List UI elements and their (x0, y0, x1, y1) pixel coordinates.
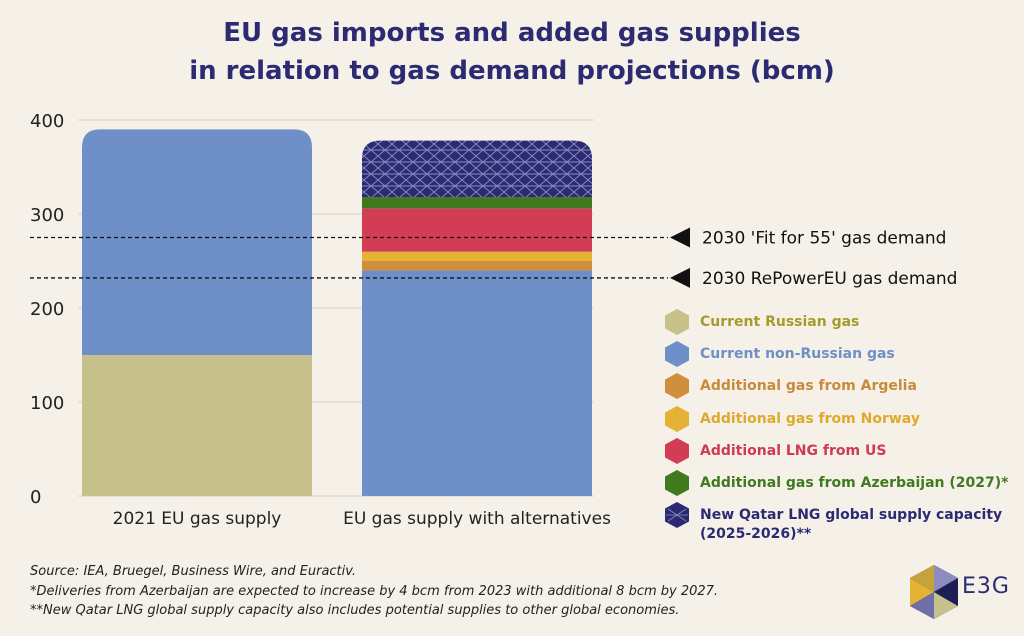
legend-label-2: Additional gas from Argelia (700, 378, 917, 395)
reference-arrow-icon-1 (670, 267, 690, 288)
legend-hex-icon-3 (665, 405, 689, 432)
source-text: Source: IEA, Bruegel, Business Wire, and… (30, 564, 357, 579)
legend-hex-icon-5 (665, 469, 689, 496)
x-axis-labels: 2021 EU gas supply EU gas supply with alt… (113, 509, 611, 529)
legend-item-2: Additional gas from Argelia (664, 370, 1014, 402)
y-tick-label-4: 400 (30, 111, 64, 132)
reference-arrow-icon-0 (670, 227, 690, 248)
legend-hex-icon-4 (665, 437, 689, 464)
chart-title-line-2: in relation to gas demand projections (b… (189, 56, 835, 86)
legend-label-6-line-1: New Qatar LNG global supply capacity (700, 507, 1003, 524)
legend-item-6: New Qatar LNG global supply capacity (202… (664, 499, 1014, 542)
bar-1-segment-5 (362, 197, 592, 209)
legend-label-1: Current non-Russian gas (700, 346, 895, 363)
bar-1-segment-3 (362, 251, 592, 261)
x-axis-label-0: 2021 EU gas supply (113, 509, 282, 529)
y-tick-label-0: 0 (30, 487, 41, 508)
qatar-note: **New Qatar LNG global supply capacity a… (30, 603, 680, 618)
source-notes: Source: IEA, Bruegel, Business Wire, and… (30, 562, 890, 621)
legend-item-0: Current Russian gas (664, 306, 1014, 338)
legend-item-4: Additional LNG from US (664, 435, 1014, 467)
legend-hex-icon-2 (665, 373, 689, 400)
bar-0-segment-1 (82, 129, 312, 355)
stacked-bar-chart: 0 100 200 300 400 2021 EU gas supply EU gas s… (30, 111, 957, 529)
legend-hex-icon-1 (665, 341, 689, 368)
legend-item-3: Additional gas from Norway (664, 403, 1014, 435)
legend-item-5: Additional gas from Azerbaijan (2027)* (664, 467, 1014, 499)
bar-1-segment-2 (362, 261, 592, 271)
y-tick-label-3: 300 (30, 205, 64, 226)
legend: Current Russian gas Current non-Russian g… (664, 306, 1014, 542)
legend-label-3: Additional gas from Norway (700, 410, 920, 427)
logo-text: E3G (962, 574, 1010, 599)
legend-label-0: Current Russian gas (700, 314, 860, 330)
reference-lines: 2030 'Fit for 55' gas demand 2030 RePower… (30, 227, 957, 289)
legend-label-5: Additional gas from Azerbaijan (2027)* (700, 474, 1009, 491)
chart-title: EU gas imports and added gas supplies in… (0, 14, 1024, 90)
y-axis-ticks: 0 100 200 300 400 (30, 111, 64, 508)
legend-hex-icon-0 (665, 309, 689, 335)
legend-label-4: Additional LNG from US (700, 442, 887, 459)
legend-item-1: Current non-Russian gas (664, 338, 1014, 370)
legend-label-6: New Qatar LNG global supply capacity (202… (700, 499, 1002, 544)
azerbaijan-note: *Deliveries from Azerbaijan are expected… (30, 583, 719, 599)
bar-1-segment-4 (362, 208, 592, 252)
e3g-logo-icon (910, 565, 958, 619)
reference-label-0: 2030 'Fit for 55' gas demand (702, 229, 946, 249)
bar-1-segment-6 (362, 140, 592, 198)
y-tick-label-2: 200 (30, 299, 64, 320)
bars (82, 129, 592, 496)
legend-hex-icon-6 (665, 502, 689, 529)
chart-title-line-1: EU gas imports and added gas supplies (223, 18, 801, 48)
x-axis-label-1: EU gas supply with alternatives (343, 509, 611, 529)
bar-1-segment-1 (362, 270, 592, 496)
legend-label-6-line-2: (2025-2026)** (700, 526, 812, 543)
bar-0-segment-0 (82, 355, 312, 496)
reference-label-1: 2030 RePowerEU gas demand (702, 269, 957, 289)
y-tick-label-1: 100 (30, 393, 64, 414)
